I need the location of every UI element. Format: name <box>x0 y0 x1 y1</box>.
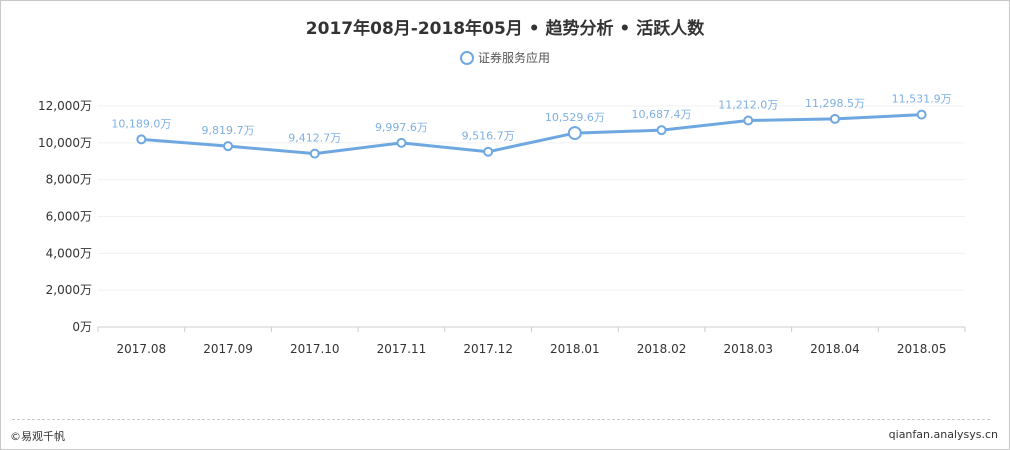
series-line <box>141 113 922 156</box>
footer-copyright: ©易观千帆 <box>10 430 65 443</box>
x-tick-label: 2018.03 <box>723 342 773 356</box>
y-tick-label: 0万 <box>72 320 92 334</box>
x-tick-label: 2017.12 <box>463 342 513 356</box>
y-tick-label: 8,000万 <box>46 173 92 187</box>
chart-title: 2017年08月-2018年05月 • 趋势分析 • 活跃人数 <box>305 19 705 39</box>
x-tick-label: 2018.04 <box>810 342 860 356</box>
data-label: 9,997.6万 <box>375 121 428 134</box>
x-tick-label: 2017.08 <box>117 342 167 356</box>
data-point[interactable] <box>916 109 927 120</box>
x-tick-label: 2017.09 <box>203 342 253 356</box>
data-label: 11,531.9万 <box>892 93 952 106</box>
x-tick-label: 2017.11 <box>377 342 427 356</box>
data-point[interactable] <box>656 125 667 136</box>
data-label: 10,687.4万 <box>632 108 692 121</box>
y-tick-label: 10,000万 <box>38 136 92 150</box>
data-point[interactable] <box>829 113 840 124</box>
data-point[interactable] <box>567 126 582 141</box>
footer-source-link[interactable]: qianfan.analysys.cn <box>888 428 998 441</box>
data-point[interactable] <box>309 148 320 159</box>
x-tick-label: 2018.01 <box>550 342 600 356</box>
y-tick-label: 6,000万 <box>46 210 92 224</box>
x-tick-label: 2018.02 <box>637 342 687 356</box>
y-tick-label: 4,000万 <box>46 246 92 260</box>
data-label: 10,189.0万 <box>111 117 171 130</box>
data-label: 9,819.7万 <box>202 124 255 137</box>
data-label: 11,212.0万 <box>718 99 778 112</box>
y-tick-label: 2,000万 <box>46 283 92 297</box>
data-label: 11,298.5万 <box>805 97 865 110</box>
y-tick-label: 12,000万 <box>38 99 92 113</box>
legend-circle-icon <box>459 51 474 65</box>
data-point[interactable] <box>743 115 754 126</box>
x-tick-label: 2018.05 <box>897 342 947 356</box>
chart-legend[interactable]: 证券服务应用 <box>0 49 1010 66</box>
data-point[interactable] <box>136 134 147 145</box>
data-point[interactable] <box>396 137 407 148</box>
data-point[interactable] <box>483 146 494 157</box>
data-point[interactable] <box>223 141 234 152</box>
legend-label: 证券服务应用 <box>477 51 550 65</box>
footer-divider <box>12 419 990 420</box>
data-label: 9,516.7万 <box>462 130 515 143</box>
x-tick-label: 2017.10 <box>290 342 340 356</box>
data-label: 10,529.6万 <box>545 111 605 124</box>
data-label: 9,412.7万 <box>288 132 341 145</box>
